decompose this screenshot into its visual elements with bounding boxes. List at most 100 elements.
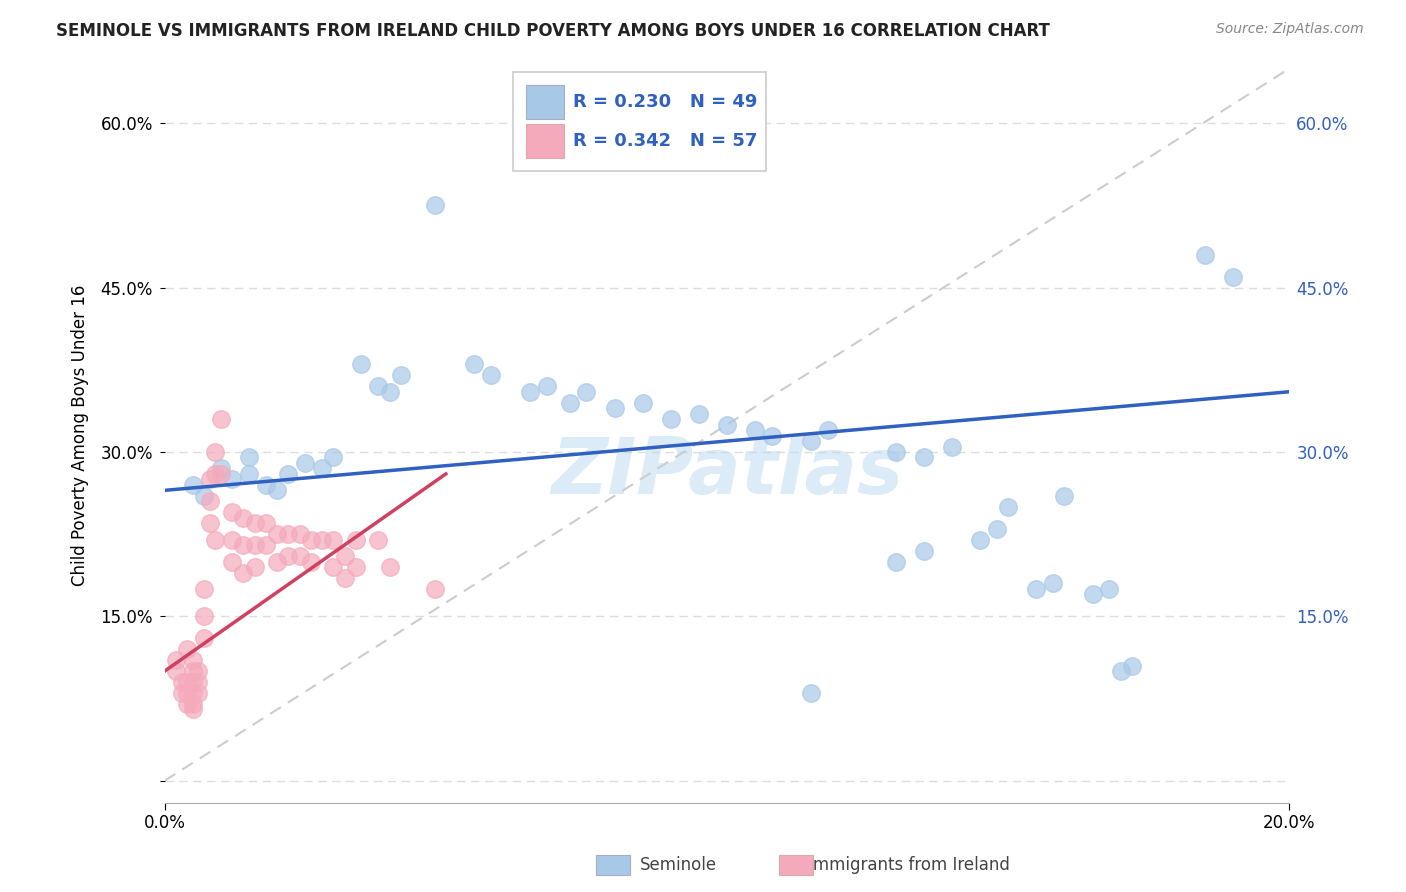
Point (181, 686, 204, 700)
Point (800, 434, 823, 448)
Point (238, 450, 260, 465)
Point (716, 417, 738, 432)
Point (221, 472, 243, 486)
Point (181, 653, 204, 667)
Point (344, 560, 367, 574)
Point (1194, 248, 1216, 262)
Point (243, 560, 266, 574)
Point (986, 522, 1008, 536)
Point (198, 516, 221, 531)
Point (266, 527, 288, 541)
Point (176, 697, 198, 711)
Point (463, 357, 485, 371)
Point (232, 566, 254, 580)
Point (367, 533, 389, 547)
Point (322, 533, 344, 547)
Point (389, 368, 412, 383)
Point (193, 609, 215, 624)
Point (912, 543, 935, 558)
Point (884, 555, 907, 569)
Point (288, 549, 311, 563)
FancyBboxPatch shape (513, 72, 766, 171)
Point (1053, 489, 1076, 503)
Point (1109, 664, 1132, 678)
Point (187, 675, 209, 690)
Point (1042, 576, 1064, 591)
Point (884, 445, 907, 459)
Point (193, 632, 215, 646)
Point (558, 395, 581, 409)
Point (333, 549, 356, 563)
Point (997, 500, 1019, 514)
Point (299, 555, 322, 569)
Point (744, 423, 766, 437)
Text: Seminole: Seminole (640, 856, 717, 874)
Point (1081, 587, 1104, 601)
Point (322, 560, 344, 574)
Point (423, 198, 446, 212)
Point (198, 472, 221, 486)
Point (311, 461, 333, 475)
Point (209, 461, 232, 475)
Point (176, 675, 198, 690)
Point (631, 395, 654, 409)
Point (333, 571, 356, 585)
Point (187, 664, 209, 678)
Point (367, 379, 389, 393)
Point (221, 505, 243, 519)
Point (277, 467, 299, 481)
Point (350, 357, 373, 371)
Point (266, 555, 288, 569)
Point (969, 533, 991, 547)
Text: Source: ZipAtlas.com: Source: ZipAtlas.com (1216, 22, 1364, 37)
Point (232, 510, 254, 524)
Point (311, 533, 333, 547)
Point (659, 412, 682, 426)
Point (941, 440, 963, 454)
Point (277, 549, 299, 563)
Point (221, 555, 243, 569)
Point (1098, 582, 1121, 596)
Point (688, 407, 710, 421)
Text: R = 0.230   N = 49: R = 0.230 N = 49 (572, 94, 758, 112)
Point (187, 686, 209, 700)
Point (204, 533, 226, 547)
Point (170, 686, 193, 700)
Point (193, 582, 215, 596)
Point (181, 697, 204, 711)
Point (603, 401, 626, 416)
Point (254, 478, 277, 492)
FancyBboxPatch shape (526, 124, 564, 158)
Point (204, 467, 226, 481)
Point (378, 384, 401, 399)
Point (344, 533, 367, 547)
Point (817, 423, 839, 437)
Point (1222, 269, 1244, 284)
Point (209, 467, 232, 481)
Point (204, 445, 226, 459)
Point (294, 456, 316, 470)
Point (221, 533, 243, 547)
Point (176, 642, 198, 657)
Text: ZIPatlas: ZIPatlas (551, 434, 903, 510)
Point (254, 516, 277, 531)
Point (575, 384, 598, 399)
Text: SEMINOLE VS IMMIGRANTS FROM IRELAND CHILD POVERTY AMONG BOYS UNDER 16 CORRELATIO: SEMINOLE VS IMMIGRANTS FROM IRELAND CHIL… (56, 22, 1050, 40)
Point (378, 560, 401, 574)
Point (165, 664, 187, 678)
Point (519, 384, 541, 399)
Point (170, 675, 193, 690)
Point (761, 428, 783, 442)
Point (479, 368, 502, 383)
Point (912, 450, 935, 465)
Point (322, 450, 344, 465)
Point (243, 516, 266, 531)
Point (181, 675, 204, 690)
Point (800, 686, 823, 700)
Point (1121, 658, 1143, 673)
Point (423, 582, 446, 596)
Point (209, 412, 232, 426)
Point (277, 527, 299, 541)
Point (176, 686, 198, 700)
Point (232, 538, 254, 552)
